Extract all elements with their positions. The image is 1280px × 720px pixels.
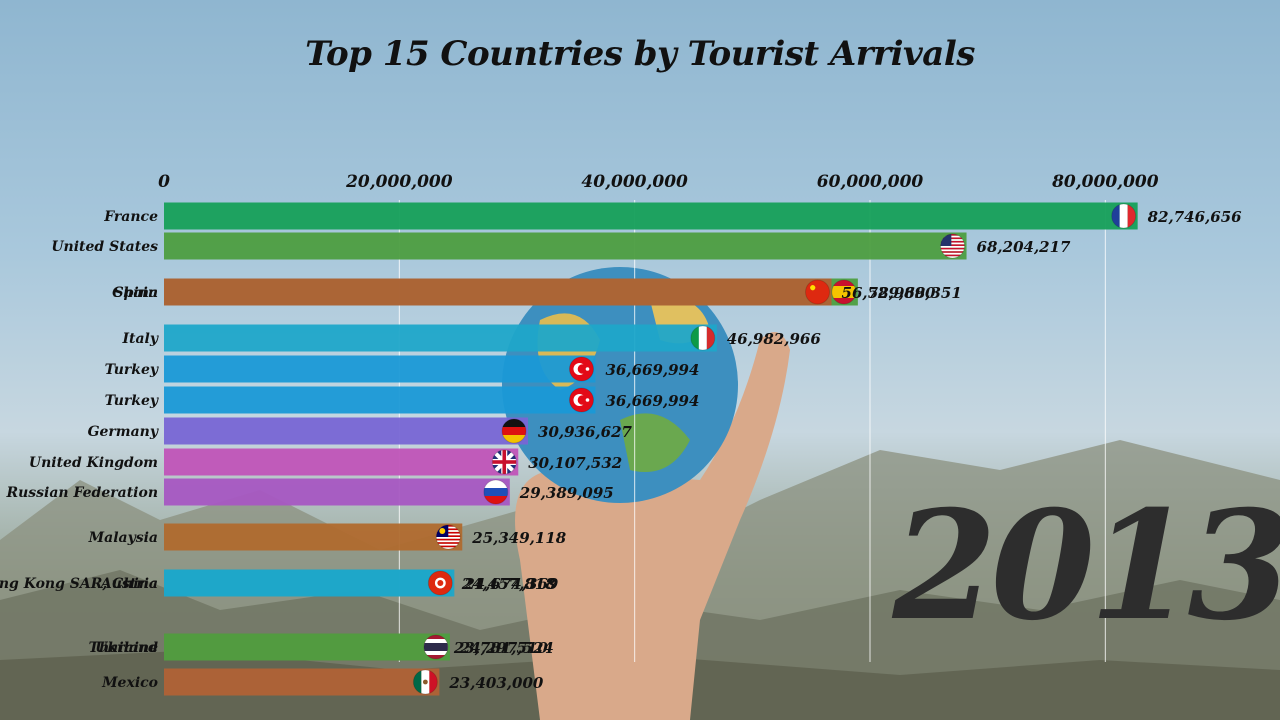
x-tick-label: 40,000,000 <box>581 172 688 192</box>
germany-flag-icon <box>501 418 527 444</box>
china-flag-icon <box>805 279 831 305</box>
value-label: 24,457,818 <box>461 575 557 593</box>
value-label: 23,403,000 <box>448 674 544 692</box>
bar <box>164 523 463 551</box>
italy-flag-icon <box>690 325 716 351</box>
value-label: 25,349,118 <box>471 529 567 547</box>
value-label: 36,669,994 <box>605 361 699 379</box>
year-label: 2013 <box>892 478 1280 654</box>
bar <box>164 478 510 506</box>
value-label: 36,669,994 <box>605 392 699 410</box>
country-label: Germany <box>88 424 159 440</box>
country-label: Hong Kong SAR, China <box>0 576 158 592</box>
bar <box>164 417 529 445</box>
value-label: 24,297,524 <box>459 639 554 657</box>
country-label: China <box>112 285 158 301</box>
x-tick-label: 80,000,000 <box>1051 172 1159 192</box>
value-label: 24,674,369 <box>463 575 559 593</box>
bar <box>164 278 832 306</box>
turkey-flag-icon <box>568 356 594 382</box>
chart-title: Top 15 Countries by Tourist Arrivals <box>305 34 975 74</box>
thailand-flag-icon <box>423 634 449 660</box>
uk-flag-icon <box>491 449 517 475</box>
spain-flag-icon <box>831 279 857 305</box>
value-label: 58,968,351 <box>868 284 962 302</box>
country-label: Turkey <box>105 362 159 378</box>
bar <box>164 324 717 352</box>
bar <box>164 386 596 414</box>
malaysia-flag-icon <box>435 524 461 550</box>
russia-flag-icon <box>483 479 509 505</box>
country-label: Malaysia <box>88 530 158 546</box>
bar <box>164 202 1138 230</box>
x-tick-label: 60,000,000 <box>817 172 924 192</box>
country-label: Thailand <box>89 640 159 656</box>
value-label: 68,204,217 <box>977 238 1072 256</box>
value-label: 29,389,095 <box>519 484 614 502</box>
bar <box>164 355 596 383</box>
value-label: 23,781,510 <box>453 639 549 657</box>
value-label: 56,729,890 <box>842 284 937 302</box>
country-label: Ukraine <box>95 640 158 656</box>
country-label: Austria <box>99 576 158 592</box>
value-label: 82,746,656 <box>1148 208 1243 226</box>
country-label: Turkey <box>105 393 159 409</box>
value-label: 30,107,532 <box>528 454 622 472</box>
country-label: United States <box>51 239 158 255</box>
bar <box>164 569 455 597</box>
france-flag-icon <box>1111 203 1137 229</box>
x-tick-label: 20,000,000 <box>345 172 453 192</box>
bar <box>164 633 450 661</box>
country-label: Spain <box>114 285 158 301</box>
country-label: United Kingdom <box>29 455 158 471</box>
usa-flag-icon <box>940 233 966 259</box>
value-label: 30,936,627 <box>538 423 633 441</box>
hongkong-flag-icon <box>427 570 453 596</box>
country-label: Russian Federation <box>5 485 158 501</box>
bar <box>164 668 440 696</box>
x-tick-label: 0 <box>158 172 170 192</box>
country-label: Mexico <box>101 675 158 691</box>
mexico-flag-icon <box>412 669 438 695</box>
country-label: Italy <box>121 331 158 347</box>
country-label: France <box>103 209 158 225</box>
bar <box>164 232 967 260</box>
bar <box>164 448 519 476</box>
value-label: 46,982,966 <box>727 330 822 348</box>
turkey-flag-icon <box>568 387 594 413</box>
